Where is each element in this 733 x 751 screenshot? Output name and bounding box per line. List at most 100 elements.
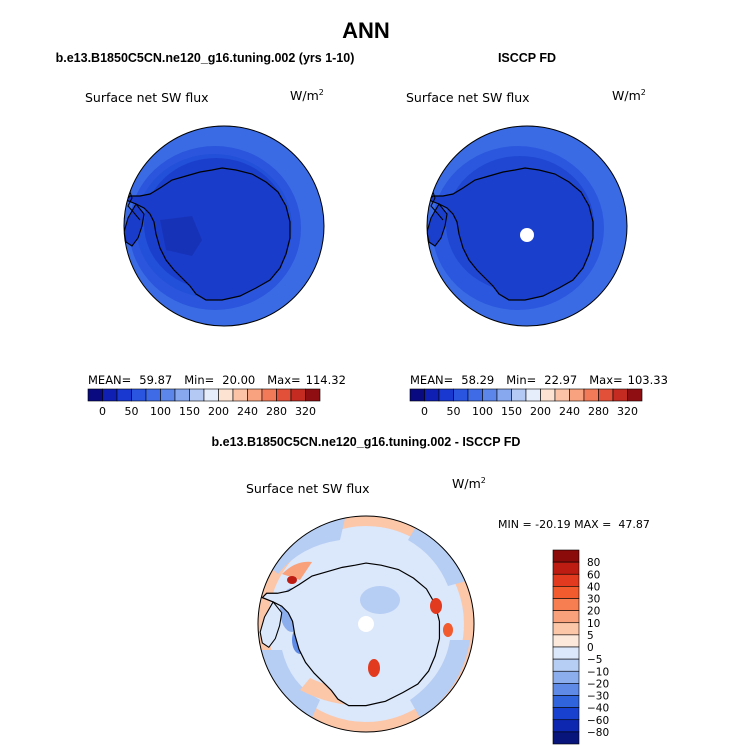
model-colorbar-tick: 0 xyxy=(99,405,106,418)
obs-colorbar-swatch xyxy=(525,388,541,402)
difference-units-label: W/m2 xyxy=(452,476,486,491)
model-colorbar-swatch xyxy=(203,388,219,402)
model-colorbar-tick: 150 xyxy=(179,405,200,418)
difference-colorbar-tick: 30 xyxy=(587,594,600,606)
obs-colorbar-swatch xyxy=(424,388,440,402)
model-units-label: W/m2 xyxy=(290,88,324,103)
obs-colorbar-tick: 200 xyxy=(530,405,551,418)
model-colorbar-tick: 320 xyxy=(295,405,316,418)
difference-panel: b.e13.B1850C5CN.ne120_g16.tuning.002 - I… xyxy=(212,435,650,745)
model-colorbar-swatch xyxy=(276,388,292,402)
model-colorbar-tick: 280 xyxy=(266,405,287,418)
difference-colorbar-tick: −5 xyxy=(587,654,602,666)
model-colorbar-swatch xyxy=(189,388,205,402)
obs-colorbar-tick: 240 xyxy=(559,405,580,418)
obs-colorbar: 0 50 100 150 200 240 280 320 xyxy=(409,388,643,418)
difference-colorbar-swatch xyxy=(552,670,580,684)
obs-colorbar-swatch xyxy=(554,388,570,402)
model-colorbar-tick: 50 xyxy=(125,405,139,418)
difference-colorbar-tick: 80 xyxy=(587,557,600,569)
difference-colorbar-swatch xyxy=(552,549,580,563)
difference-colorbar-swatch xyxy=(552,610,580,624)
model-case-title: b.e13.B1850C5CN.ne120_g16.tuning.002 (yr… xyxy=(56,51,355,65)
obs-panel: ISCCP FD Surface net SW flux W/m2 MEAN= 5… xyxy=(406,51,668,418)
obs-colorbar-tick: 100 xyxy=(472,405,493,418)
difference-colorbar-swatch xyxy=(552,634,580,648)
model-colorbar-swatch xyxy=(145,388,161,402)
obs-stats: MEAN= 58.29 Min= 22.97 Max= 103.33 xyxy=(410,373,668,387)
obs-colorbar-swatch xyxy=(482,388,498,402)
model-variable-label: Surface net SW flux xyxy=(85,90,209,105)
difference-colorbar-tick: 10 xyxy=(587,618,600,630)
obs-colorbar-tick: 50 xyxy=(447,405,461,418)
difference-colorbar-swatch xyxy=(552,707,580,721)
obs-colorbar-tick: 150 xyxy=(501,405,522,418)
obs-colorbar-swatch xyxy=(627,388,643,402)
obs-colorbar-swatch xyxy=(540,388,556,402)
model-colorbar-tick: 100 xyxy=(150,405,171,418)
model-colorbar-swatch xyxy=(305,388,321,402)
obs-colorbar-swatch xyxy=(583,388,599,402)
difference-colorbar-tick: −20 xyxy=(587,678,609,690)
model-polar-map xyxy=(124,126,324,326)
difference-colorbar-swatch xyxy=(552,646,580,660)
model-colorbar-swatch xyxy=(247,388,263,402)
difference-colorbar-tick: 40 xyxy=(587,581,600,593)
difference-minmax: MIN = -20.19 MAX = 47.87 xyxy=(498,518,650,531)
obs-units-label: W/m2 xyxy=(612,88,646,103)
obs-colorbar-swatch xyxy=(569,388,585,402)
obs-colorbar-swatch xyxy=(598,388,614,402)
difference-variable-label: Surface net SW flux xyxy=(246,481,370,496)
difference-colorbar-swatch xyxy=(552,586,580,599)
difference-colorbar-swatch xyxy=(552,695,580,708)
model-colorbar-swatch xyxy=(232,388,248,402)
obs-polar-map xyxy=(427,126,627,326)
model-colorbar-swatch xyxy=(102,388,118,402)
model-colorbar: 0 50 100 150 200 240 280 320 xyxy=(87,388,321,418)
obs-colorbar-tick: 0 xyxy=(421,405,428,418)
difference-title: b.e13.B1850C5CN.ne120_g16.tuning.002 - I… xyxy=(212,435,521,449)
obs-colorbar-tick: 280 xyxy=(588,405,609,418)
difference-colorbar-tick: 0 xyxy=(587,642,594,654)
obs-colorbar-swatch xyxy=(612,388,628,402)
difference-colorbar-tick: 60 xyxy=(587,569,600,581)
model-colorbar-swatch xyxy=(218,388,234,402)
figure-title: ANN xyxy=(342,18,390,43)
difference-colorbar-tick: 5 xyxy=(587,630,594,642)
model-colorbar-tick: 200 xyxy=(208,405,229,418)
model-colorbar-swatch xyxy=(87,388,103,402)
obs-colorbar-swatch xyxy=(496,388,512,402)
difference-colorbar-tick: −10 xyxy=(587,666,609,678)
difference-polar-map xyxy=(258,516,474,732)
difference-colorbar-tick: −40 xyxy=(587,703,609,715)
obs-colorbar-swatch xyxy=(438,388,454,402)
model-colorbar-swatch xyxy=(160,388,176,402)
difference-colorbar-swatch xyxy=(552,719,580,733)
obs-colorbar-swatch xyxy=(453,388,469,402)
model-colorbar-swatch xyxy=(174,388,190,402)
model-stats: MEAN= 59.87 Min= 20.00 Max= 114.32 xyxy=(88,373,346,387)
model-colorbar-swatch xyxy=(290,388,306,402)
difference-colorbar-swatch xyxy=(552,561,580,575)
difference-colorbar-swatch xyxy=(552,573,580,587)
difference-colorbar-tick: −30 xyxy=(587,691,609,703)
model-panel: b.e13.B1850C5CN.ne120_g16.tuning.002 (yr… xyxy=(56,51,355,418)
obs-colorbar-tick: 320 xyxy=(617,405,638,418)
model-colorbar-swatch xyxy=(116,388,132,402)
difference-colorbar-tick: −60 xyxy=(587,715,609,727)
difference-colorbar-swatch xyxy=(552,731,580,745)
model-colorbar-swatch xyxy=(261,388,277,402)
difference-colorbar-tick: −80 xyxy=(587,727,609,739)
difference-colorbar-swatch xyxy=(552,622,580,636)
obs-colorbar-swatch xyxy=(409,388,425,402)
difference-colorbar-tick: 20 xyxy=(587,606,600,618)
obs-case-title: ISCCP FD xyxy=(498,51,556,65)
difference-colorbar-swatch xyxy=(552,683,580,696)
obs-variable-label: Surface net SW flux xyxy=(406,90,530,105)
difference-colorbar-swatch xyxy=(552,598,580,611)
model-colorbar-tick: 240 xyxy=(237,405,258,418)
obs-colorbar-swatch xyxy=(467,388,483,402)
obs-colorbar-swatch xyxy=(511,388,527,402)
